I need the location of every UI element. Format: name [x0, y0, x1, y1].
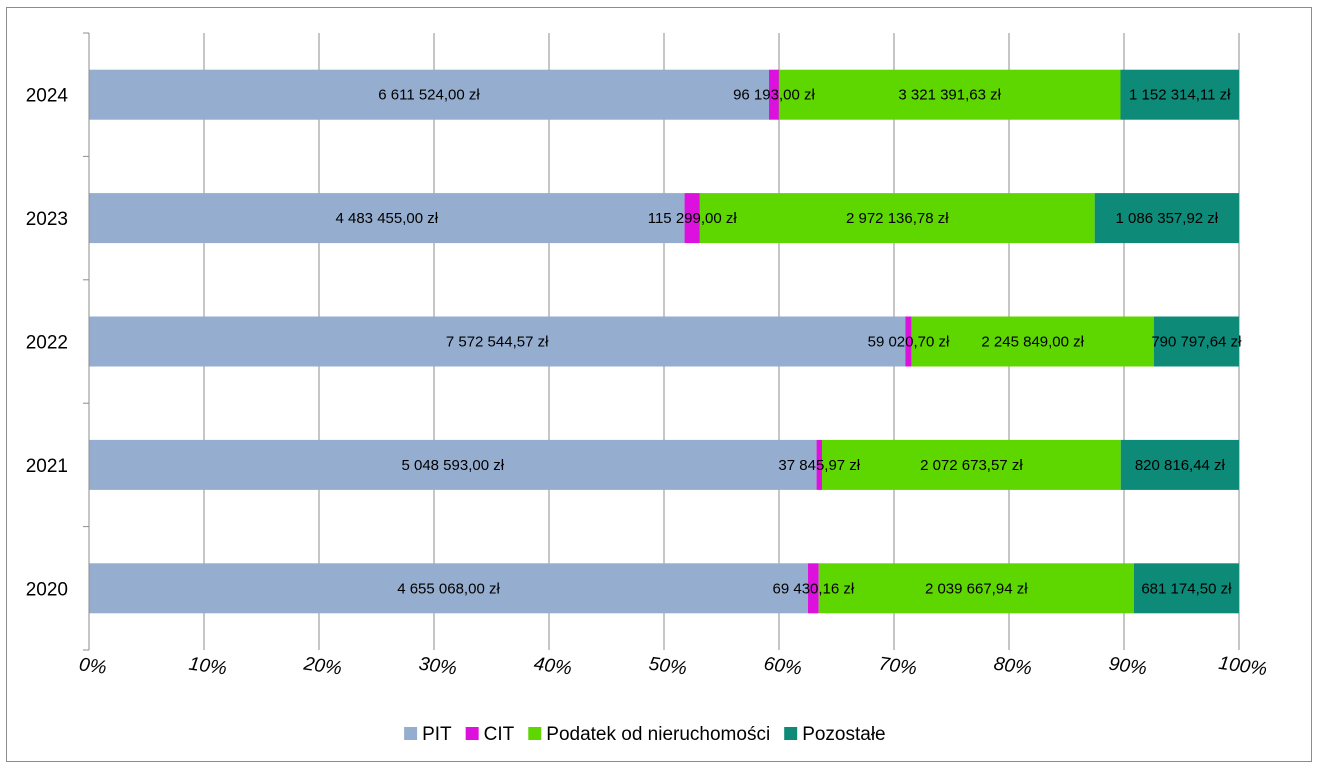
bar-segment-2021-2 — [822, 439, 1121, 490]
bar-segment-2021-0 — [89, 439, 817, 490]
bar-segment-2022-1 — [905, 316, 912, 367]
bar-segment-2020-1 — [808, 563, 819, 614]
chart-frame — [6, 7, 1312, 762]
category-label: 2023 — [26, 209, 68, 230]
data-label: 1 086 357,92 zł — [1116, 210, 1219, 227]
data-label: 115 299,00 zł — [648, 210, 738, 227]
x-tick-label: 40% — [532, 654, 573, 680]
x-tick-label: 100% — [1217, 653, 1268, 681]
x-tick-label: 10% — [187, 654, 228, 680]
x-tick-label: 30% — [417, 654, 458, 680]
legend: PIT CIT Podatek od nieruchomości Pozostałe — [404, 724, 886, 745]
legend-label: Pozostałe — [802, 724, 885, 745]
x-tick-label: 80% — [992, 654, 1033, 680]
legend-swatch — [404, 727, 418, 740]
x-tick-label: 50% — [647, 654, 688, 680]
data-label: 820 816,44 zł — [1135, 457, 1226, 474]
bar-segment-2024-1 — [768, 69, 779, 120]
category-label: 2020 — [26, 579, 68, 600]
x-tick-label: 70% — [877, 654, 918, 680]
data-label: 2 039 667,94 zł — [925, 580, 1028, 597]
bar-segment-2022-3 — [1153, 316, 1239, 367]
bar-segment-2022-2 — [911, 316, 1154, 367]
legend-swatch — [784, 727, 798, 740]
bar-segment-2024-2 — [778, 69, 1121, 120]
data-label: 4 483 455,00 zł — [335, 210, 438, 227]
bar-segment-2024-0 — [89, 69, 769, 120]
bar-group — [89, 69, 1239, 614]
x-tick-label: 60% — [762, 654, 803, 680]
data-label: 69 430,16 zł — [773, 580, 855, 597]
data-label: 1 152 314,11 zł — [1129, 87, 1231, 104]
bar-segment-2022-0 — [89, 316, 906, 367]
x-tick-label: 90% — [1107, 654, 1148, 680]
data-label: 96 193,00 zł — [733, 87, 815, 104]
x-tick-label: 0% — [78, 654, 108, 679]
data-label: 2 245 849,00 zł — [981, 334, 1084, 351]
category-label: 2024 — [26, 86, 69, 107]
legend-label: PIT — [422, 724, 452, 745]
data-labels: 6 611 524,00 zł 96 193,00 zł 3 321 391,63 … — [335, 87, 1242, 598]
bar-segment-2023-1 — [684, 193, 700, 244]
x-tick-label: 20% — [301, 653, 343, 679]
bar-segment-2021-3 — [1120, 439, 1239, 490]
bar-segment-2023-2 — [699, 193, 1095, 244]
bar-segment-2021-1 — [816, 439, 823, 490]
bar-segment-2023-3 — [1094, 193, 1239, 244]
legend-swatch — [528, 727, 542, 740]
data-label: 4 655 068,00 zł — [397, 580, 500, 597]
bar-segment-2020-0 — [89, 563, 809, 614]
data-label: 3 321 391,63 zł — [898, 87, 1001, 104]
category-label: 2021 — [26, 456, 68, 477]
legend-label: CIT — [484, 724, 515, 745]
data-label: 681 174,50 zł — [1141, 580, 1232, 597]
category-label: 2022 — [26, 333, 68, 354]
data-label: 2 072 673,57 zł — [920, 457, 1023, 474]
bar-segment-2020-2 — [818, 563, 1134, 614]
data-label: 2 972 136,78 zł — [846, 210, 949, 227]
data-label: 59 020,70 zł — [868, 334, 950, 351]
bar-segment-2020-3 — [1133, 563, 1239, 614]
bar-segment-2023-0 — [89, 193, 685, 244]
data-label: 37 845,97 zł — [778, 457, 860, 474]
data-label: 5 048 593,00 zł — [401, 457, 504, 474]
data-label: 7 572 544,57 zł — [446, 334, 549, 351]
data-label: 6 611 524,00 zł — [378, 87, 480, 104]
legend-label: Podatek od nieruchomości — [546, 724, 770, 745]
bar-segment-2024-3 — [1120, 69, 1239, 120]
legend-swatch — [465, 727, 479, 740]
data-label: 790 797,64 zł — [1151, 334, 1242, 351]
